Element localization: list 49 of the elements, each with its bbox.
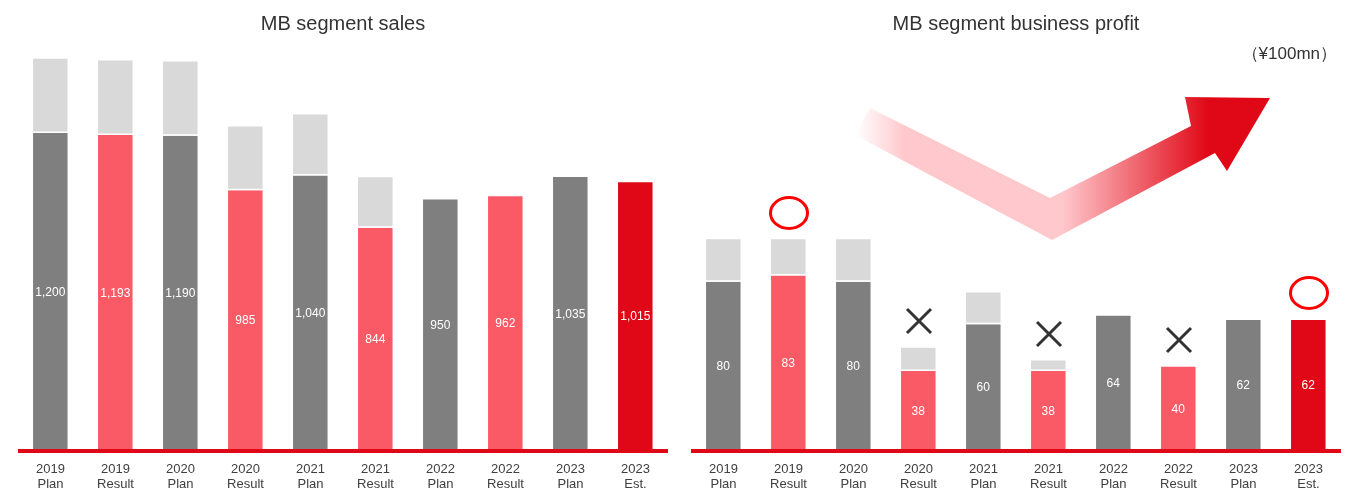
data-label: 38 xyxy=(1041,403,1056,418)
x-tick-label: 2019 Result xyxy=(770,461,808,491)
data-label: 80 xyxy=(846,359,861,374)
x-tick-label: 2022 Result xyxy=(1160,461,1198,491)
data-label: 38 xyxy=(911,403,926,418)
x-tick-label: 2022 Plan xyxy=(426,461,455,491)
data-label: 1,190 xyxy=(165,286,196,300)
text: （¥100mn） xyxy=(1241,43,1337,65)
data-label: 1,040 xyxy=(295,305,326,320)
data-label: 985 xyxy=(235,313,256,328)
x-tick-label: 2023 Plan xyxy=(556,461,585,491)
data-label: 962 xyxy=(495,316,516,331)
x-tick-label: 2023 Est. xyxy=(621,461,650,491)
bar xyxy=(1094,314,1133,451)
data-label: 1,015 xyxy=(620,309,651,324)
bar xyxy=(1159,365,1198,451)
data-label: 80 xyxy=(716,359,731,374)
x-tick-label: 2021 Result xyxy=(357,461,395,491)
x-tick-label: 2020 Result xyxy=(227,461,265,491)
x-tick-label: 2019 Result xyxy=(97,461,135,491)
data-label: 40 xyxy=(1171,401,1186,416)
x-tick-label: 2019 Plan xyxy=(709,461,738,491)
data-label: 62 xyxy=(1236,378,1251,393)
x-tick-label: 2019 Plan xyxy=(36,461,65,491)
data-label: 1,035 xyxy=(555,306,586,321)
bar xyxy=(486,194,525,451)
x-tick-label: 2023 Est. xyxy=(1294,461,1323,491)
data-label: 64 xyxy=(1106,376,1121,391)
bar xyxy=(421,197,460,451)
x-tick-label: 2022 Result xyxy=(487,461,525,491)
bar xyxy=(551,175,590,451)
x-tick-label: 2021 Plan xyxy=(296,461,325,491)
data-label: 1,193 xyxy=(100,285,131,300)
x-tick-label: 2020 Plan xyxy=(839,461,868,491)
data-label: 1,200 xyxy=(35,284,66,299)
data-label: 950 xyxy=(430,317,451,332)
x-tick-label: 2020 Plan xyxy=(166,461,195,491)
x-tick-label: 2022 Plan xyxy=(1099,461,1128,491)
data-label: 62 xyxy=(1301,378,1316,393)
data-label: 60 xyxy=(976,380,991,395)
x-tick-label: 2021 Result xyxy=(1030,461,1068,491)
x-tick-label: 2020 Result xyxy=(900,461,938,491)
bar xyxy=(1224,318,1263,451)
x-tick-label: 2023 Plan xyxy=(1229,461,1258,491)
chart-title: MB segment business profit xyxy=(891,11,1141,36)
x-tick-label: 2021 Plan xyxy=(969,461,998,491)
data-label: 844 xyxy=(365,331,386,346)
data-label: 83 xyxy=(781,355,796,370)
chart-title: MB segment sales xyxy=(259,11,427,36)
